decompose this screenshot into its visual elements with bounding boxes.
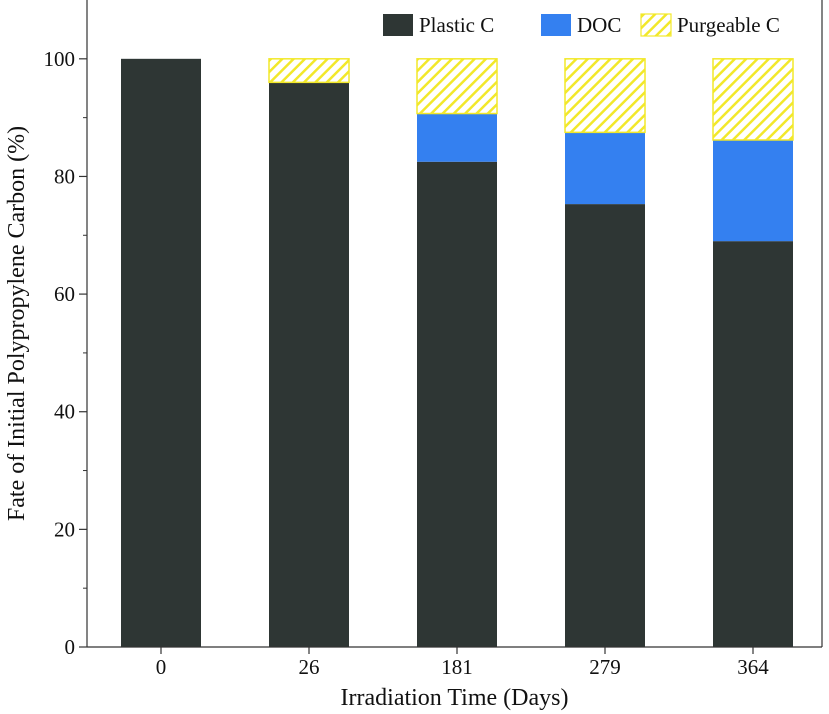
bar-doc-279 — [565, 132, 645, 205]
legend-label-plastic-c: Plastic C — [419, 13, 494, 37]
x-axis-title: Irradiation Time (Days) — [341, 685, 569, 711]
legend-swatch-purgeable-c — [640, 13, 672, 37]
bar-plastic-c-26 — [269, 82, 349, 647]
y-axis-title: Fate of Initial Polypropylene Carbon (%) — [4, 126, 30, 521]
legend-label-doc: DOC — [577, 13, 621, 37]
x-tick-label: 364 — [737, 655, 769, 679]
x-tick-label: 26 — [299, 655, 320, 679]
bar-purgeable-c-279 — [564, 58, 646, 134]
bar-doc-181 — [417, 113, 497, 162]
bar-plastic-c-181 — [417, 161, 497, 647]
bar-purgeable-c-364 — [712, 58, 794, 141]
legend-label-purgeable-c: Purgeable C — [677, 13, 780, 37]
bar-purgeable-c-181 — [416, 58, 498, 115]
bar-plastic-c-279 — [565, 204, 645, 647]
y-tick-label: 80 — [54, 164, 75, 188]
y-tick-label: 0 — [65, 635, 76, 659]
y-tick-label: 20 — [54, 517, 75, 541]
axes-group: 0 20 40 60 80 100 0 26 181 279 364 — [44, 0, 823, 679]
x-tick-label: 279 — [589, 655, 621, 679]
y-tick-label: 100 — [44, 47, 76, 71]
legend: Plastic C DOC Purgeable C — [383, 13, 780, 37]
y-tick-label: 40 — [54, 400, 75, 424]
bar-purgeable-c-26 — [268, 58, 350, 84]
legend-swatch-plastic-c — [383, 14, 413, 36]
bar-plastic-c-364 — [713, 241, 793, 647]
x-tick-label: 0 — [156, 655, 167, 679]
bar-doc-364 — [713, 139, 793, 242]
legend-swatch-doc — [541, 14, 571, 36]
y-tick-label: 60 — [54, 282, 75, 306]
bar-plastic-c-0 — [121, 58, 201, 648]
x-tick-label: 181 — [441, 655, 473, 679]
bars-group — [121, 58, 794, 648]
